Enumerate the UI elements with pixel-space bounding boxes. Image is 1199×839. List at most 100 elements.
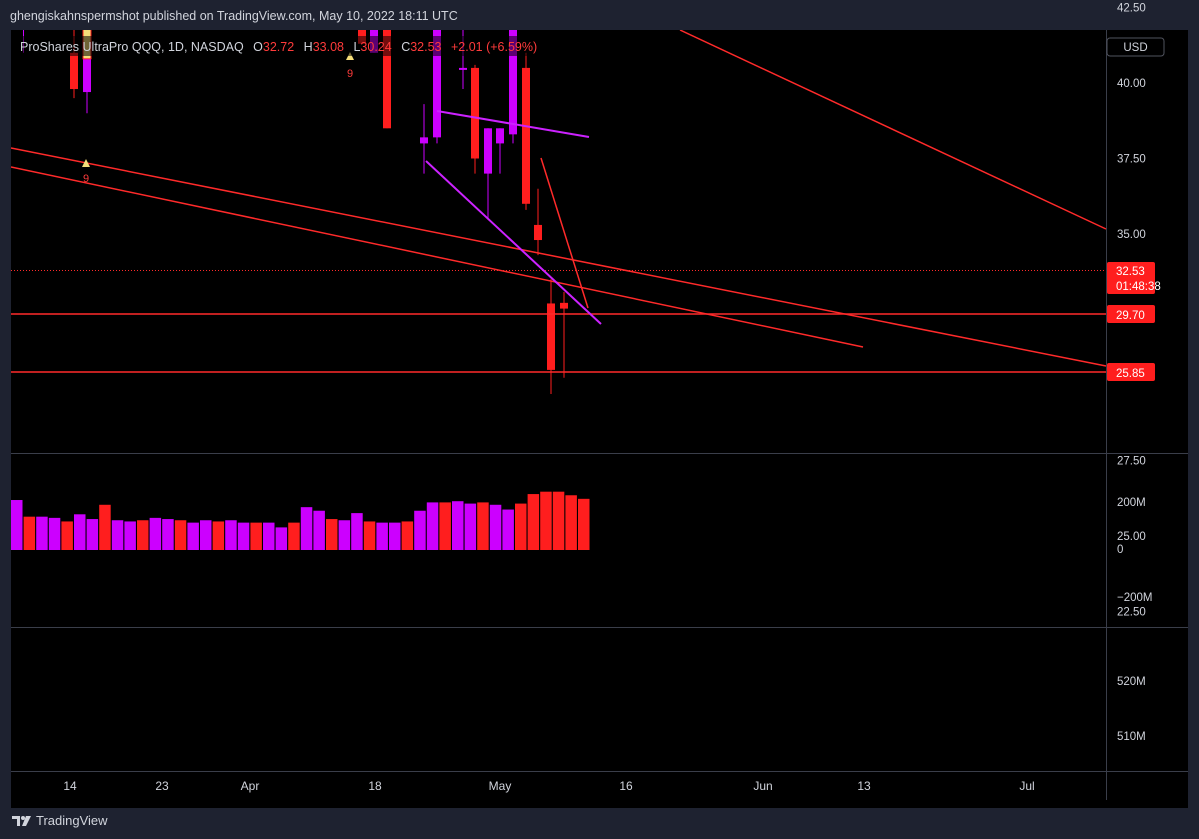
volume-axis[interactable]: 200M 0 −200M bbox=[1117, 497, 1152, 604]
volume-layer bbox=[11, 491, 590, 550]
volume-bar bbox=[23, 516, 36, 550]
candle-countdown: 01:48:38 bbox=[1116, 281, 1161, 293]
sequential-count-marker: 9 bbox=[83, 173, 89, 185]
candle-body bbox=[20, 8, 28, 10]
footer-bar bbox=[0, 808, 1199, 839]
candle-body bbox=[459, 67, 467, 70]
time-tick-label: Apr bbox=[241, 779, 260, 793]
volume-tick-label: −200M bbox=[1117, 592, 1152, 604]
volume-bar bbox=[225, 520, 237, 550]
candle-body bbox=[509, 30, 517, 135]
price-axis[interactable]: 4745.0042.5040.0037.5035.0027.5025.0022.… bbox=[1117, 0, 1146, 619]
volume-bar bbox=[552, 491, 565, 550]
volume-bar bbox=[401, 521, 414, 550]
volume-bar bbox=[326, 519, 338, 550]
level-label-25-85: 25.85 bbox=[1107, 363, 1155, 381]
volume-bar bbox=[300, 507, 313, 550]
wedge-lower-line[interactable] bbox=[425, 160, 602, 325]
legend-open: 32.72 bbox=[263, 40, 294, 54]
time-tick-label: 14 bbox=[63, 779, 77, 793]
time-tick-label: Jun bbox=[753, 779, 772, 793]
volume-bar bbox=[439, 502, 451, 550]
lower-pane-axis[interactable]: 520M 510M bbox=[1117, 676, 1146, 743]
volume-bar bbox=[313, 510, 325, 550]
volume-bar bbox=[11, 500, 23, 550]
volume-tick-label: 0 bbox=[1117, 544, 1123, 556]
volume-bar bbox=[565, 495, 577, 550]
volume-bar bbox=[149, 517, 162, 550]
sequential-count-marker: 9 bbox=[347, 68, 353, 80]
volume-bar bbox=[275, 527, 288, 550]
volume-bar bbox=[36, 516, 48, 550]
svg-text:25.85: 25.85 bbox=[1116, 368, 1145, 380]
volume-bar bbox=[288, 522, 300, 550]
time-axis[interactable]: 14 23 Apr 18 May 16 Jun 13 Jul bbox=[63, 779, 1034, 793]
candle-body bbox=[534, 224, 542, 241]
volume-bar bbox=[111, 520, 124, 550]
volume-bar bbox=[174, 520, 187, 550]
volume-bar bbox=[489, 504, 502, 550]
volume-bar bbox=[212, 521, 225, 550]
volume-bar bbox=[502, 509, 514, 550]
legend-close: 32.53 bbox=[410, 40, 441, 54]
volume-bar bbox=[464, 503, 477, 550]
volume-bar bbox=[137, 520, 149, 550]
candle-body bbox=[70, 52, 78, 90]
volume-bar bbox=[162, 519, 174, 550]
level-label-29-70: 29.70 bbox=[1107, 305, 1155, 323]
price-tick-label: 27.50 bbox=[1117, 456, 1146, 468]
candle-body bbox=[522, 67, 530, 204]
candle-body bbox=[547, 303, 555, 370]
price-tick-label: 22.50 bbox=[1117, 607, 1146, 619]
volume-tick-label: 200M bbox=[1117, 497, 1146, 509]
legend-text: ProShares UltraPro QQQ, 1D, NASDAQ O32.7… bbox=[20, 40, 537, 54]
volume-bar bbox=[351, 513, 363, 550]
price-tick-label: 35.00 bbox=[1117, 229, 1146, 241]
volume-bar bbox=[515, 503, 527, 550]
tradingview-brand[interactable]: TradingView bbox=[36, 813, 108, 828]
wedge-upper-line[interactable] bbox=[436, 110, 590, 138]
lower-pane-tick-label: 510M bbox=[1117, 731, 1146, 743]
volume-bar bbox=[124, 521, 136, 550]
currency-button-label: USD bbox=[1123, 42, 1147, 54]
candle-body bbox=[383, 30, 391, 129]
volume-bar bbox=[48, 517, 61, 550]
current-price-label: 32.53 01:48:38 bbox=[1107, 262, 1161, 294]
trendline-long-2[interactable] bbox=[11, 166, 864, 348]
volume-bar bbox=[540, 491, 552, 550]
volume-bar bbox=[477, 502, 489, 550]
volume-bar bbox=[263, 522, 275, 550]
trendline-upper[interactable] bbox=[679, 30, 1107, 230]
volume-bar bbox=[527, 494, 540, 550]
candle-body bbox=[420, 137, 428, 144]
legend-change: +2.01 (+6.59%) bbox=[451, 40, 537, 54]
trendline-long-1[interactable] bbox=[11, 147, 1107, 367]
candle-body bbox=[496, 128, 504, 144]
legend-high: 33.08 bbox=[313, 40, 344, 54]
price-tick-label: 42.50 bbox=[1117, 3, 1146, 15]
tradingview-logo-icon[interactable] bbox=[12, 814, 32, 828]
price-tick-label: 37.50 bbox=[1117, 154, 1146, 166]
currency-button[interactable] bbox=[1106, 37, 1165, 57]
volume-bar bbox=[452, 501, 464, 550]
candle-body bbox=[57, 0, 65, 8]
volume-bar bbox=[237, 522, 250, 550]
symbol-legend[interactable]: ProShares UltraPro QQQ, 1D, NASDAQ O32.7… bbox=[14, 36, 537, 56]
header-bar: ghengiskahnspermshot published on Tradin… bbox=[0, 0, 1199, 30]
publisher-info: ghengiskahnspermshot published on Tradin… bbox=[10, 9, 458, 23]
time-tick-label: May bbox=[489, 779, 512, 793]
time-tick-label: 16 bbox=[619, 779, 633, 793]
volume-bar bbox=[376, 522, 388, 550]
volume-bar bbox=[61, 521, 73, 550]
trendline-short[interactable] bbox=[540, 157, 589, 309]
time-tick-label: Jul bbox=[1019, 779, 1034, 793]
time-tick-label: 23 bbox=[155, 779, 169, 793]
volume-bar bbox=[74, 514, 86, 550]
candle-body bbox=[433, 30, 441, 138]
up-arrow-icon bbox=[82, 159, 90, 167]
volume-bar bbox=[187, 522, 199, 550]
candle-body bbox=[7, 0, 15, 23]
time-tick-label: 13 bbox=[857, 779, 871, 793]
volume-bar bbox=[200, 520, 212, 550]
